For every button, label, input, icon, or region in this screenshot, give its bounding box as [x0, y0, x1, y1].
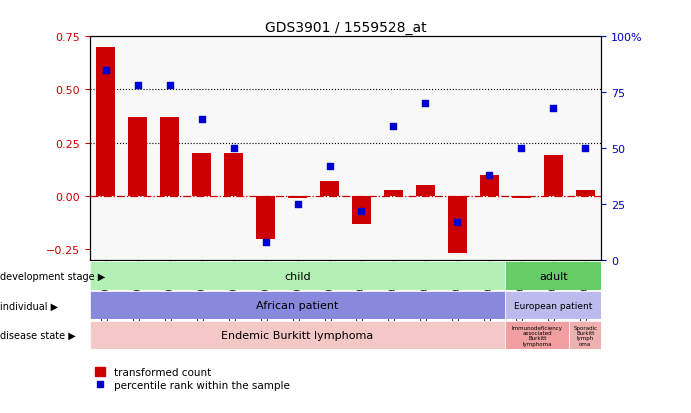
Bar [448, 197, 467, 254]
Legend: transformed count, percentile rank within the sample: transformed count, percentile rank withi… [95, 367, 290, 390]
Text: disease state ▶: disease state ▶ [0, 330, 76, 340]
Bar [416, 186, 435, 197]
Point [292, 201, 303, 208]
Text: adult: adult [539, 271, 567, 281]
Point [580, 145, 591, 152]
Bar [505, 321, 569, 349]
Bar [90, 321, 505, 349]
Point [324, 163, 335, 170]
Text: development stage ▶: development stage ▶ [0, 271, 105, 281]
Bar [384, 190, 403, 197]
Point [356, 208, 367, 214]
Point [228, 145, 239, 152]
Bar [480, 175, 499, 197]
Text: child: child [284, 271, 311, 281]
Bar [544, 156, 562, 197]
Point [484, 172, 495, 179]
Text: Immunodeficiency
associated
Burkitt
lymphoma: Immunodeficiency associated Burkitt lymp… [512, 325, 562, 346]
Text: Sporadic
Burkitt
lymph
oma: Sporadic Burkitt lymph oma [573, 325, 597, 346]
Point [420, 101, 431, 107]
Point [515, 145, 527, 152]
Point [452, 219, 463, 225]
Bar [576, 190, 595, 197]
Text: individual ▶: individual ▶ [0, 301, 58, 311]
Bar [160, 118, 179, 197]
Point [548, 105, 559, 112]
Bar [192, 154, 211, 197]
Bar [320, 182, 339, 197]
Point [196, 116, 207, 123]
Title: GDS3901 / 1559528_at: GDS3901 / 1559528_at [265, 21, 426, 35]
Bar [256, 197, 275, 239]
Point [260, 239, 271, 246]
Bar [90, 292, 505, 320]
Point [388, 123, 399, 130]
Text: African patient: African patient [256, 301, 339, 311]
Text: Endemic Burkitt lymphoma: Endemic Burkitt lymphoma [221, 330, 374, 340]
Bar [224, 154, 243, 197]
Bar [505, 262, 601, 290]
Bar [128, 118, 147, 197]
Bar [90, 262, 505, 290]
Bar [352, 197, 371, 224]
Bar [569, 321, 601, 349]
Bar [288, 197, 307, 199]
Point [164, 83, 176, 90]
Bar [505, 292, 601, 320]
Bar [96, 48, 115, 197]
Point [100, 67, 111, 74]
Point [132, 83, 143, 90]
Bar [511, 197, 531, 199]
Text: European patient: European patient [514, 301, 592, 310]
